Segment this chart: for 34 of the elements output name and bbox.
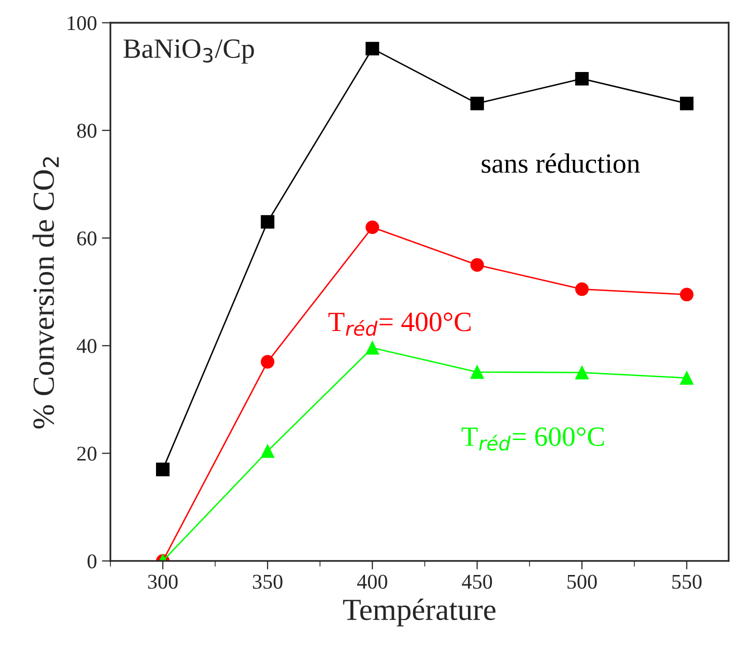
x-tick-label: 400: [357, 574, 388, 589]
point: [680, 96, 694, 110]
x-tick-label: 300: [148, 574, 178, 589]
x-tick-label: 550: [672, 574, 702, 589]
point: [575, 366, 589, 380]
point: [680, 371, 694, 385]
y-tick-label: 80: [77, 124, 96, 138]
annotation: BaNiO$_{3}$/Cp: [124, 39, 254, 64]
x-tick-label: 500: [568, 574, 597, 589]
y-tick-label: 100: [68, 16, 96, 30]
point: [575, 72, 589, 86]
y-tick-label: 0: [88, 554, 96, 568]
y-tick-label: 20: [77, 446, 96, 461]
x-axis-title: Température: [343, 598, 496, 626]
point: [260, 355, 274, 369]
series-label: T$_{réd}$= 600°C: [462, 427, 604, 451]
point: [470, 258, 484, 272]
x-tick-label: 350: [252, 574, 282, 589]
point: [260, 215, 274, 229]
point: [366, 220, 380, 234]
point: [470, 96, 484, 110]
point: [366, 42, 380, 56]
y-tick-label: 60: [77, 231, 96, 246]
point: [680, 288, 694, 302]
y-tick-label: 40: [76, 339, 96, 354]
point: [260, 444, 274, 458]
series-label: sans réduction: [482, 153, 640, 173]
point: [470, 365, 484, 379]
point: [156, 462, 170, 476]
series-label: T$_{réd}$= 400°C: [328, 312, 471, 336]
y-axis-title: % Conversion de CO$_{2}$: [32, 157, 59, 428]
point: [366, 341, 380, 355]
point: [575, 282, 589, 296]
x-tick-label: 450: [462, 574, 492, 589]
